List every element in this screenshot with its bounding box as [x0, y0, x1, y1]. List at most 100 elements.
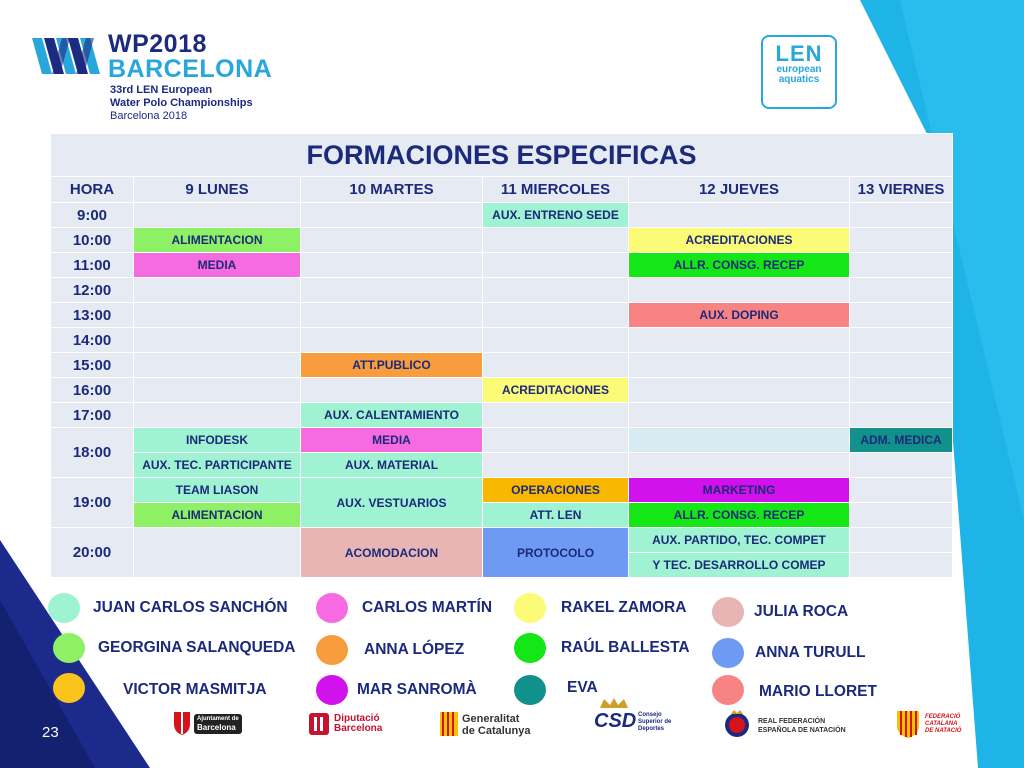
ajuntament-shield-icon	[174, 712, 190, 735]
empty-cell	[628, 402, 850, 428]
table-row: AUX. TEC. PARTICIPANTE AUX. MATERIAL	[51, 452, 954, 478]
legend-label: GEORGINA SALANQUEDA	[98, 639, 296, 656]
legend-label: VICTOR MASMITJA	[123, 681, 267, 698]
legend-color-dot	[53, 673, 85, 703]
table-row: 16:00 ACREDITACIONES	[50, 377, 954, 403]
table-row: 13:00 AUX. DOPING	[50, 302, 954, 328]
legend-label: ANNA TURULL	[755, 644, 866, 661]
sponsor-text: Superior de	[638, 719, 672, 725]
sponsor-ajuntament-barcelona: Ajuntament de Barcelona	[172, 700, 248, 744]
schedule-cell: AUX. PARTIDO, TEC. COMPET	[628, 527, 850, 553]
schedule-cell: ATT. LEN	[482, 502, 629, 528]
schedule-cell: MEDIA	[300, 427, 483, 453]
sponsor-csd: CSD Consejo Superior de Deportes	[592, 696, 672, 748]
schedule-cell: Y TEC. DESARROLLO COMEP	[628, 552, 850, 578]
sponsor-text: Barcelona	[197, 723, 236, 732]
legend-color-dot	[316, 675, 348, 705]
empty-cell	[848, 402, 954, 428]
legend-color-dot	[712, 638, 744, 668]
header-hora: HORA	[50, 176, 134, 203]
empty-cell	[848, 452, 954, 478]
sponsor-text: Generalitat	[462, 713, 520, 725]
schedule-cell: ATT.PUBLICO	[300, 352, 483, 378]
hour-cell: 16:00	[50, 377, 134, 403]
empty-cell	[628, 352, 850, 378]
table-row: 10:00 ALIMENTACION ACREDITACIONES	[50, 227, 954, 253]
hour-cell: 17:00	[50, 402, 134, 428]
empty-cell	[300, 327, 483, 353]
legend-color-dot	[48, 593, 80, 623]
schedule-cell: ACREDITACIONES	[482, 377, 629, 403]
empty-cell	[628, 202, 850, 228]
header-viernes: 13 VIERNES	[848, 176, 954, 203]
schedule-cell: AUX. DOPING	[628, 302, 850, 328]
empty-cell	[133, 402, 301, 428]
legend-color-dot	[712, 675, 744, 705]
legend-color-dot	[514, 675, 546, 705]
empty-cell	[848, 477, 954, 503]
sponsor-text: FEDERACIÓ	[925, 714, 961, 720]
generalitat-flag-icon	[440, 712, 458, 736]
schedule-cell: ALLR. CONSG. RECEP	[628, 252, 850, 278]
csd-logo-mark: CSD	[594, 710, 637, 732]
empty-cell	[848, 502, 954, 528]
sponsor-text: DE NATACIÓ	[925, 728, 962, 734]
empty-cell	[133, 202, 301, 228]
legend-label: RAÚL BALLESTA	[561, 639, 690, 656]
empty-cell	[848, 552, 954, 578]
hour-cell: 14:00	[50, 327, 134, 353]
empty-cell	[300, 302, 483, 328]
legend-label: ANNA LÓPEZ	[364, 641, 465, 658]
schedule-cell: TEAM LIASON	[133, 477, 301, 503]
sponsor-rfen: REAL FEDERACIÓN ESPAÑOLA DE NATACIÓN	[722, 700, 846, 744]
schedule-cell: ADM. MEDICA	[848, 427, 954, 453]
len-logo-line1: european	[776, 64, 822, 75]
schedule-cell: MARKETING	[628, 477, 850, 503]
schedule-cell: PROTOCOLO	[482, 527, 629, 578]
empty-cell	[482, 277, 629, 303]
legend-color-dot	[712, 597, 744, 627]
empty-cell	[848, 227, 954, 253]
header-martes: 10 MARTES	[300, 176, 483, 203]
event-subtitle-line2: Water Polo Championships	[110, 97, 253, 109]
empty-cell	[482, 327, 629, 353]
empty-cell	[133, 302, 301, 328]
hour-cell: 15:00	[50, 352, 134, 378]
empty-cell	[300, 277, 483, 303]
schedule-cell: ACOMODACION	[300, 527, 483, 578]
table-row: 11:00 MEDIA ALLR. CONSG. RECEP	[50, 252, 954, 278]
len-logo-line2: aquatics	[778, 74, 820, 85]
page-number: 23	[42, 724, 59, 741]
table-row: 20:00 ACOMODACION PROTOCOLO AUX. PARTIDO…	[50, 527, 954, 578]
legend-label: CARLOS MARTÍN	[362, 599, 493, 616]
wp2018-mark-icon	[32, 38, 100, 74]
event-title-line1: WP2018	[108, 30, 207, 58]
legend-label: EVA	[567, 679, 598, 696]
header-miercoles: 11 MIERCOLES	[482, 176, 629, 203]
empty-cell	[300, 252, 483, 278]
empty-cell	[133, 277, 301, 303]
empty-cell	[482, 427, 629, 453]
legend-color-dot	[316, 635, 348, 665]
empty-cell	[848, 377, 954, 403]
sponsor-text: Diputació	[334, 713, 380, 724]
legend-color-dot	[316, 593, 348, 623]
rfen-emblem-icon	[725, 710, 749, 737]
legend-label: JULIA ROCA	[754, 603, 849, 620]
table-row: 18:00 INFODESK MEDIA ADM. MEDICA	[50, 427, 954, 478]
empty-cell	[848, 327, 954, 353]
table-header-row: HORA 9 LUNES 10 MARTES 11 MIERCOLES 12 J…	[50, 176, 954, 203]
sponsor-diputacio-barcelona: Diputació Barcelona	[308, 700, 388, 744]
table-row: ALIMENTACION ATT. LEN ALLR. CONSG. RECEP	[51, 502, 954, 528]
schedule-table: FORMACIONES ESPECIFICAS HORA 9 LUNES 10 …	[49, 133, 954, 578]
schedule-cell: INFODESK	[133, 427, 301, 453]
empty-cell	[300, 202, 483, 228]
legend-color-dot	[514, 593, 546, 623]
hour-cell: 18:00	[50, 427, 134, 478]
table-row: 17:00 AUX. CALENTAMIENTO	[50, 402, 954, 428]
header-jueves: 12 JUEVES	[628, 176, 850, 203]
hour-cell: 19:00	[50, 477, 134, 528]
empty-cell	[848, 202, 954, 228]
hour-cell: 13:00	[50, 302, 134, 328]
empty-cell	[848, 527, 954, 553]
